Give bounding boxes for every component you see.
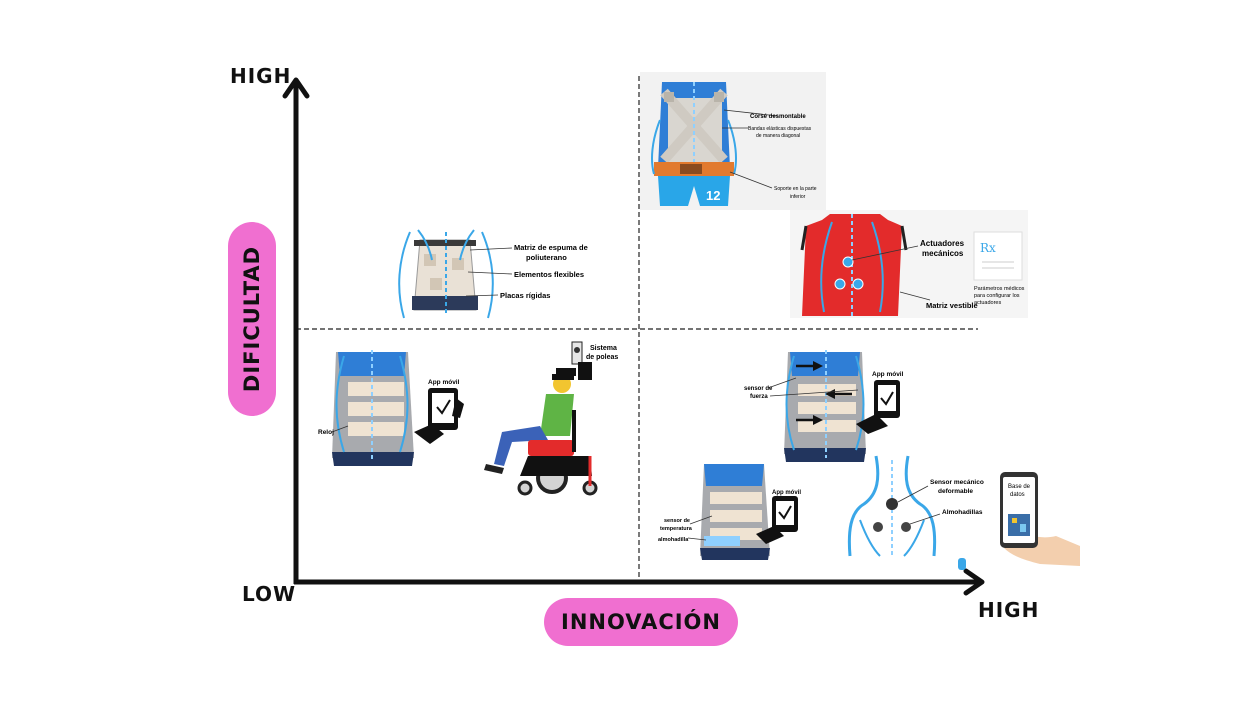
pad-label: almohadilla xyxy=(658,537,689,543)
pads-label: Almohadillas xyxy=(942,509,983,516)
elastic-bands-label-1: Bandas elásticas dispuestas xyxy=(748,126,812,132)
y-high-label: HIGH xyxy=(230,64,292,88)
actuators-label-2: mecánicos xyxy=(922,249,964,258)
pulley-label-1: Sistema xyxy=(590,345,617,352)
x-axis-title: INNOVACIÓN xyxy=(561,610,721,634)
actuators-label-1: Actuadores xyxy=(920,239,965,248)
wheelchair-illustration xyxy=(484,341,598,496)
wearable-matrix-illustration xyxy=(790,210,1028,318)
corset-label: Corsé desmontable xyxy=(750,114,806,120)
medical-params-label-2: para configurar los xyxy=(974,293,1020,299)
x-axis-title-pill: INNOVACIÓN xyxy=(544,598,738,646)
pulley-label-2: de poleas xyxy=(586,354,618,361)
deformable-sensor-label-2: deformable xyxy=(938,488,973,495)
rx-symbol: Rx xyxy=(980,241,996,255)
support-label-2: inferior xyxy=(790,194,806,200)
foam-label-2: poliuterano xyxy=(526,253,567,262)
wearable-matrix-label: Matriz vestible xyxy=(926,301,978,310)
foam-brace-illustration xyxy=(398,229,513,319)
foam-label-1: Matriz de espuma de xyxy=(514,243,588,252)
reloj-label: Reloj xyxy=(318,429,334,436)
corset-number: 12 xyxy=(706,188,720,203)
x-high-label: HIGH xyxy=(978,598,1040,622)
medical-params-label-3: actuadores xyxy=(974,300,1001,306)
database-label-2: datos xyxy=(1010,492,1025,498)
y-axis-arrowhead xyxy=(282,77,310,99)
detachable-corset-illustration xyxy=(640,72,826,210)
force-sensor-brace-illustration xyxy=(767,350,900,462)
force-sensor-label-1: sensor de xyxy=(744,386,773,392)
force-sensor-label-2: fuerza xyxy=(750,394,768,400)
app-label-br1: App móvil xyxy=(872,371,904,378)
database-label-1: Base de xyxy=(1008,484,1031,490)
origin-low-label: LOW xyxy=(242,582,297,606)
temp-sensor-label-1: sensor de xyxy=(664,518,690,524)
app-label-br2: App móvil xyxy=(772,490,801,496)
flexible-label: Elementos flexibles xyxy=(514,270,584,279)
x-axis-arrowhead xyxy=(963,568,985,596)
medical-params-label-1: Parámetros médicos xyxy=(974,286,1025,292)
elastic-bands-label-2: de manera diagonal xyxy=(756,133,800,139)
temperature-brace-illustration xyxy=(687,464,798,560)
back-sensor-illustration xyxy=(847,455,1080,570)
brace-app-illustration xyxy=(331,350,464,466)
y-axis-title: DIFICULTAD xyxy=(240,245,264,393)
deformable-sensor-label-1: Sensor mecánico xyxy=(930,479,984,486)
y-axis-title-pill: DIFICULTAD xyxy=(228,222,276,416)
rigid-plates-label: Placas rígidas xyxy=(500,291,550,300)
temp-sensor-label-2: temperatura xyxy=(660,526,693,532)
app-label-bl: App móvil xyxy=(428,379,460,386)
support-label-1: Soporte en la parte xyxy=(774,186,817,192)
